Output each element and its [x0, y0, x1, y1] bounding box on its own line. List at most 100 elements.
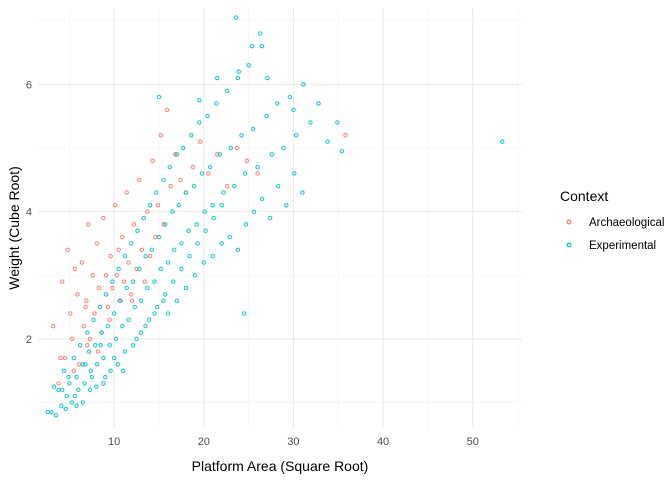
data-point	[85, 343, 90, 348]
data-point	[122, 253, 128, 259]
data-point	[118, 298, 123, 303]
data-point	[95, 349, 101, 354]
data-point	[265, 75, 270, 81]
data-point	[199, 171, 205, 176]
data-point	[103, 273, 109, 278]
data-point	[96, 285, 102, 291]
data-point	[83, 304, 88, 310]
data-point	[115, 362, 121, 367]
data-point	[192, 273, 198, 278]
data-point	[72, 266, 78, 272]
data-point	[194, 222, 199, 227]
data-point	[110, 279, 115, 284]
data-point	[139, 247, 145, 253]
data-point	[255, 164, 260, 170]
data-point	[77, 343, 83, 348]
data-point	[81, 323, 86, 329]
data-point	[241, 311, 247, 316]
data-point	[76, 362, 82, 367]
data-point	[197, 139, 203, 144]
legend-entry-experimental: Experimental	[566, 240, 656, 252]
data-point	[124, 190, 129, 195]
data-point	[143, 323, 148, 329]
data-point	[128, 292, 134, 297]
series-experimental	[45, 15, 505, 418]
data-point	[145, 209, 150, 214]
data-point	[99, 330, 104, 335]
data-point	[128, 241, 134, 246]
data-point	[145, 285, 150, 291]
data-point	[105, 323, 111, 329]
data-point	[234, 145, 240, 151]
data-point	[137, 177, 142, 183]
data-point	[63, 406, 69, 412]
data-point	[239, 133, 244, 138]
data-point	[59, 387, 65, 393]
data-point	[138, 298, 144, 303]
data-point	[158, 133, 164, 138]
data-point	[259, 43, 265, 49]
data-point	[255, 171, 260, 176]
data-point	[82, 381, 87, 386]
data-point	[147, 203, 153, 208]
data-point	[132, 304, 138, 310]
data-point	[130, 279, 136, 284]
data-point	[258, 31, 263, 36]
data-point	[56, 387, 61, 393]
x-tick-label: 30	[287, 436, 299, 448]
data-point	[284, 203, 289, 208]
data-point	[116, 247, 121, 253]
data-point	[335, 120, 340, 125]
data-point	[135, 228, 140, 233]
data-point	[45, 409, 51, 415]
data-point	[120, 234, 125, 240]
data-point	[141, 215, 147, 221]
data-point	[178, 177, 183, 183]
y-axis-title: Weight (Cube Root)	[6, 166, 22, 289]
data-point	[186, 228, 191, 233]
data-point	[111, 355, 117, 361]
data-point	[131, 222, 137, 227]
data-point	[113, 336, 119, 342]
data-point	[191, 183, 197, 189]
x-tick-label: 10	[108, 436, 120, 448]
data-point	[152, 311, 157, 316]
data-point	[66, 374, 71, 380]
data-point	[227, 234, 233, 240]
data-point	[275, 183, 281, 189]
data-point	[165, 260, 171, 265]
y-axis-tick-labels: 2 4 6	[26, 79, 32, 346]
data-point	[89, 374, 95, 380]
data-point	[64, 393, 69, 399]
data-point	[80, 362, 86, 367]
data-point	[224, 88, 230, 93]
data-point	[205, 113, 210, 119]
data-point	[53, 413, 59, 418]
data-point	[287, 94, 293, 100]
data-point	[92, 311, 97, 316]
data-point	[301, 82, 306, 87]
data-point	[116, 266, 121, 272]
data-point	[84, 298, 89, 303]
data-point	[87, 336, 93, 342]
data-point	[108, 253, 113, 259]
data-point	[137, 266, 142, 272]
data-point	[171, 247, 177, 253]
x-tick-label: 50	[467, 436, 479, 448]
data-point	[142, 279, 147, 284]
data-point	[161, 222, 166, 227]
data-point	[61, 368, 67, 373]
data-point	[259, 196, 265, 202]
data-point	[161, 177, 166, 183]
data-point	[249, 43, 255, 49]
data-point	[87, 387, 93, 393]
data-point	[206, 171, 211, 176]
data-point	[71, 355, 77, 361]
data-point	[59, 279, 65, 284]
data-point	[90, 273, 95, 278]
data-point	[107, 343, 112, 348]
data-point	[124, 285, 129, 291]
data-point	[134, 266, 139, 272]
legend-entry-archaeological: Archaeological	[566, 217, 664, 229]
